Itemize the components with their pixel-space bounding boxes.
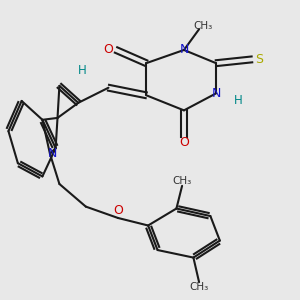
Text: H: H [78,64,86,77]
Text: O: O [113,204,123,217]
Text: CH₃: CH₃ [194,21,213,31]
Text: O: O [104,44,114,56]
Text: N: N [179,44,189,56]
Text: CH₃: CH₃ [172,176,192,186]
Text: O: O [179,136,189,149]
Text: H: H [234,94,243,107]
Text: N: N [48,147,58,160]
Text: CH₃: CH₃ [189,281,209,292]
Text: N: N [212,87,221,100]
Text: S: S [255,53,263,66]
